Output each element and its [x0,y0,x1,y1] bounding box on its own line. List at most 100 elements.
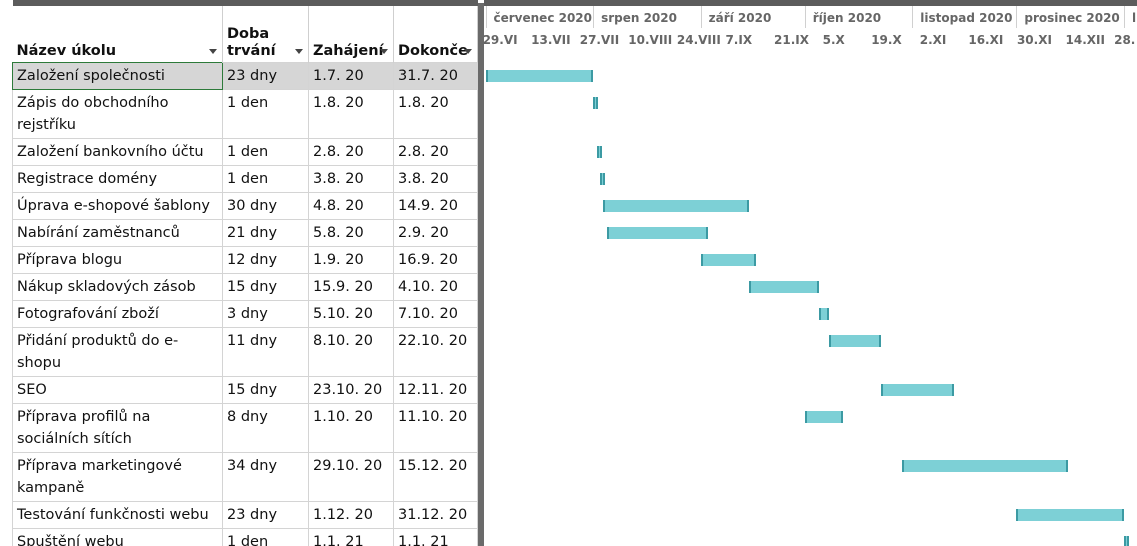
filter-arrow[interactable] [209,49,217,54]
task-cell[interactable]: Založení bankovního účtu [12,138,223,166]
task-cell[interactable]: Úprava e-shopové šablony [12,192,223,220]
task-cell[interactable]: 1.8. 20 [308,89,394,139]
task-cell[interactable]: 1.1. 21 [308,528,394,546]
gantt-bar[interactable] [829,334,882,347]
task-row[interactable]: Testování funkčnosti webu 23 dny 1.12. 20 3… [12,501,1137,529]
column-header[interactable]: Název úkolu [12,0,223,63]
gantt-bar[interactable] [749,280,819,293]
task-row[interactable]: Nabírání zaměstnanců 21 dny 5.8. 20 2.9. 20 [12,219,1137,247]
task-cell[interactable]: 2.9. 20 [393,219,478,247]
task-row[interactable]: SEO 15 dny 23.10. 20 12.11. 20 [12,376,1137,404]
task-cell[interactable]: 4.10. 20 [393,273,478,301]
task-cell[interactable]: 7.10. 20 [393,300,478,328]
filter-arrow[interactable] [295,49,303,54]
task-cell[interactable]: Příprava marketingové kampaně [12,452,223,502]
task-cell[interactable]: Příprava blogu [12,246,223,274]
gantt-bar[interactable] [1016,508,1124,521]
task-cell[interactable]: Testování funkčnosti webu [12,501,223,529]
task-cell[interactable]: 1 den [222,165,309,193]
task-row[interactable]: Příprava profilů na sociálních sítích 8 d… [12,403,1137,453]
task-row[interactable]: Založení společnosti 23 dny 1.7. 20 31.7. 2… [12,62,1137,90]
task-cell[interactable]: 30 dny [222,192,309,220]
task-cell[interactable]: 1 den [222,138,309,166]
task-cell[interactable]: 15 dny [222,273,309,301]
task-cell[interactable]: SEO [12,376,223,404]
task-cell[interactable]: 1.8. 20 [393,89,478,139]
task-cell[interactable]: 3 dny [222,300,309,328]
task-row[interactable]: Příprava marketingové kampaně 34 dny 29.10… [12,452,1137,502]
task-cell[interactable]: 31.7. 20 [393,62,478,90]
gantt-bar[interactable] [700,253,757,266]
filter-arrow[interactable] [464,49,472,54]
column-header[interactable]: Doba trvání [222,0,309,63]
gantt-bar[interactable] [881,383,954,396]
task-row[interactable]: Spuštění webu 1 den 1.1. 21 1.1. 21 [12,528,1137,546]
task-cell[interactable]: 1.9. 20 [308,246,394,274]
task-row[interactable]: Nákup skladových zásob 15 dny 15.9. 20 4.10… [12,273,1137,301]
task-row[interactable]: Zápis do obchodního rejstříku 1 den 1.8. 2… [12,89,1137,139]
task-cell[interactable]: 21 dny [222,219,309,247]
task-cell[interactable]: 14.9. 20 [393,192,478,220]
task-cell[interactable]: Příprava profilů na sociálních sítích [12,403,223,453]
gantt-bar[interactable] [593,96,599,109]
task-cell[interactable]: 12.11. 20 [393,376,478,404]
column-header[interactable]: Zahájení [308,0,394,63]
task-cell[interactable]: Spuštění webu [12,528,223,546]
gantt-bar[interactable] [901,459,1069,472]
gantt-bar[interactable] [804,410,843,423]
task-cell[interactable]: Zápis do obchodního rejstříku [12,89,223,139]
task-cell[interactable]: 1.12. 20 [308,501,394,529]
task-row[interactable]: Založení bankovního účtu 1 den 2.8. 20 2.8.… [12,138,1137,166]
task-cell[interactable]: 34 dny [222,452,309,502]
task-cell[interactable]: 2.8. 20 [393,138,478,166]
task-cell[interactable]: 3.8. 20 [393,165,478,193]
task-cell[interactable]: Založení společnosti [12,62,223,90]
task-cell[interactable]: 8.10. 20 [308,327,394,377]
task-cell[interactable]: Nabírání zaměstnanců [12,219,223,247]
task-cell[interactable]: 5.8. 20 [308,219,394,247]
task-cell[interactable]: 11.10. 20 [393,403,478,453]
task-cell[interactable]: 1.1. 21 [393,528,478,546]
task-cell[interactable]: 15.12. 20 [393,452,478,502]
filter-arrow[interactable] [380,49,388,54]
task-cell[interactable]: 15.9. 20 [308,273,394,301]
task-cell[interactable]: 2.8. 20 [308,138,394,166]
task-cell[interactable]: 16.9. 20 [393,246,478,274]
task-cell[interactable]: 29.10. 20 [308,452,394,502]
task-row[interactable]: Přidání produktů do e-shopu 11 dny 8.10. 2… [12,327,1137,377]
gantt-bar[interactable] [1123,535,1129,546]
task-cell[interactable]: 1.7. 20 [308,62,394,90]
task-cell[interactable]: 15 dny [222,376,309,404]
task-cell[interactable]: Fotografování zboží [12,300,223,328]
task-cell[interactable]: 5.10. 20 [308,300,394,328]
gantt-bar[interactable] [600,172,605,185]
task-cell[interactable]: 22.10. 20 [393,327,478,377]
task-cell[interactable]: 1 den [222,528,309,546]
task-cell[interactable]: Registrace domény [12,165,223,193]
task-row[interactable]: Registrace domény 1 den 3.8. 20 3.8. 20 [12,165,1137,193]
gantt-cell [484,63,1137,90]
gantt-bar[interactable] [603,199,750,212]
task-cell[interactable]: 4.8. 20 [308,192,394,220]
task-row[interactable]: Fotografování zboží 3 dny 5.10. 20 7.10. 20 [12,300,1137,328]
column-header[interactable]: Dokonče [393,0,478,63]
task-row[interactable]: Úprava e-shopové šablony 30 dny 4.8. 20 14.… [12,192,1137,220]
task-cell[interactable]: 1 den [222,89,309,139]
task-cell[interactable]: Nákup skladových zásob [12,273,223,301]
gantt-bar[interactable] [818,307,830,320]
week-label: 21.IX [774,33,810,47]
task-cell[interactable]: 23.10. 20 [308,376,394,404]
gantt-bar[interactable] [606,226,708,239]
gantt-bar[interactable] [596,145,602,158]
gantt-bar[interactable] [485,69,594,82]
task-cell[interactable]: 12 dny [222,246,309,274]
task-cell[interactable]: Přidání produktů do e-shopu [12,327,223,377]
task-cell[interactable]: 23 dny [222,62,309,90]
task-cell[interactable]: 1.10. 20 [308,403,394,453]
task-row[interactable]: Příprava blogu 12 dny 1.9. 20 16.9. 20 [12,246,1137,274]
task-cell[interactable]: 23 dny [222,501,309,529]
task-cell[interactable]: 3.8. 20 [308,165,394,193]
task-cell[interactable]: 8 dny [222,403,309,453]
task-cell[interactable]: 11 dny [222,327,309,377]
task-cell[interactable]: 31.12. 20 [393,501,478,529]
